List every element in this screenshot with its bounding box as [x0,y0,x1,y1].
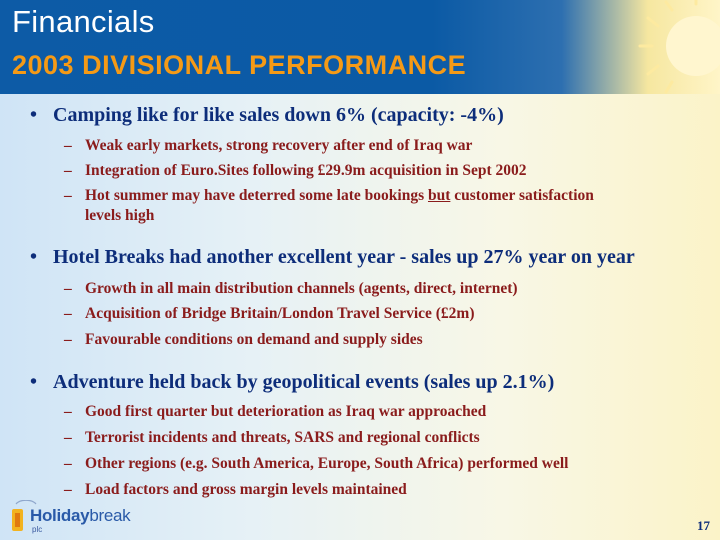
sub-item-text: Terrorist incidents and threats, SARS an… [85,429,480,446]
dash-marker: – [64,331,72,348]
dash-marker: – [64,403,72,420]
logo-mark-icon [12,500,37,531]
dash-marker: – [64,429,72,446]
logo-text-bold: Holiday [30,506,90,525]
bullet-marker: • [30,246,38,268]
dash-marker: – [64,162,72,179]
bullet-text: Hotel Breaks had another excellent year … [53,246,635,268]
bullet-marker: • [30,371,38,393]
sub-item-text-part: Hot summer may have deterred some late b… [85,187,428,204]
page-title: Financials [12,4,155,39]
page-subtitle: 2003 DIVISIONAL PERFORMANCE [12,50,467,80]
dash-marker: – [64,481,72,498]
sub-item-text: Acquisition of Bridge Britain/London Tra… [85,305,475,322]
bullet-marker: • [30,104,38,126]
sun-icon [638,0,720,94]
dash-marker: – [64,187,72,204]
dash-marker: – [64,137,72,154]
sub-item-text: Growth in all main distribution channels… [85,280,518,297]
dash-marker: – [64,280,72,297]
dash-marker: – [64,305,72,322]
sub-item-text: Favourable conditions on demand and supp… [85,331,423,348]
underlined-word: but [427,187,451,204]
sub-item-text: Weak early markets, strong recovery afte… [85,137,473,154]
sub-item-text: Hot summer may have deterred some late b… [85,186,594,205]
title-banner: Financials 2003 DIVISIONAL PERFORMANCE [0,0,720,94]
sub-item-text-part: customer satisfaction [450,187,594,204]
logo-text-light: break [89,506,131,525]
bullet-text: Adventure held back by geopolitical even… [53,371,555,393]
holidaybreak-logo: Holidaybreak plc [10,498,131,536]
logo-wordmark: Holidaybreak [30,506,131,526]
sub-item-text: Load factors and gross margin levels mai… [85,481,407,498]
sub-item-text: Good first quarter but deterioration as … [85,403,487,420]
sub-item-text: Integration of Euro.Sites following £29.… [85,162,527,179]
sub-item-text: Other regions (e.g. South America, Europ… [85,455,569,472]
page-number: 17 [697,518,710,533]
logo-plc: plc [32,525,43,534]
dash-marker: – [64,455,72,472]
bullet-text: Camping like for like sales down 6% (cap… [53,104,504,126]
sub-item-text: levels high [85,207,155,224]
